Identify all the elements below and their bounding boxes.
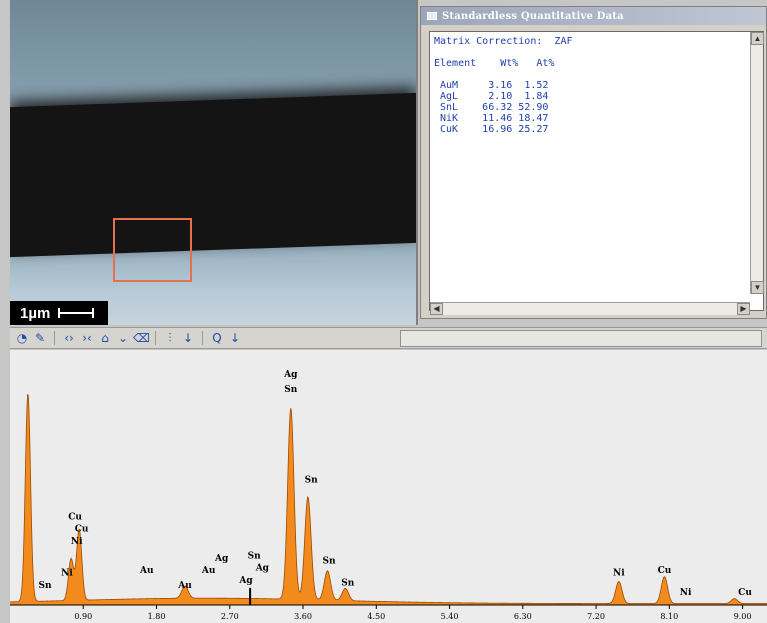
contract-icon[interactable]: ›‹	[82, 331, 92, 345]
arrow-down-icon[interactable]: ↓	[229, 331, 241, 345]
x-tick-label: 4.50	[367, 612, 385, 621]
matrix-label: Matrix Correction:	[434, 36, 543, 47]
result-at: 1.52	[512, 80, 549, 91]
peak-label: Au	[177, 581, 192, 591]
peak-label: Au	[201, 566, 216, 576]
x-tick-label: 3.60	[294, 612, 312, 621]
result-wt: 16.96	[458, 124, 513, 135]
sem-image: 1µm	[10, 0, 418, 325]
result-element: NiK	[434, 113, 459, 124]
peak-label: Sn	[38, 581, 51, 591]
result-element: AuM	[434, 80, 459, 91]
quant-window-title: Standardless Quantitative Data	[442, 10, 624, 22]
spectrum-chart: 0.90 1.80 2.70 3.60 4.50 5.40 6.30 7.20 8.10 9.00…	[10, 370, 767, 621]
matrix-line: Matrix Correction: ZAF	[434, 36, 759, 47]
result-at: 52.90	[512, 102, 549, 113]
scale-bar-line	[58, 308, 95, 318]
result-row: SnL 66.32 52.90	[434, 102, 759, 113]
result-wt: 66.32	[458, 102, 513, 113]
sem-layer-dark	[10, 92, 416, 258]
arrow-down-icon[interactable]: ↓	[182, 331, 194, 345]
peak-label: Ag	[214, 554, 229, 564]
scale-bar: 1µm	[10, 301, 108, 325]
result-at: 25.27	[512, 124, 549, 135]
result-element: AgL	[434, 91, 459, 102]
peak-down-icon[interactable]: ⌄	[117, 331, 129, 345]
table-header: Element Wt% At%	[434, 58, 759, 69]
result-row: NiK 11.46 18.47	[434, 113, 759, 124]
spectrum-toolbar: ◔ ✎ ‹› ›‹ ⌂ ⌄ ⌫ ⫶ ↓ Q ↓	[10, 327, 767, 349]
toolbar-separator	[202, 331, 203, 345]
toolbar-separator	[155, 331, 156, 345]
x-tick-label: 5.40	[441, 612, 459, 621]
peak-label: Au	[139, 566, 154, 576]
brush-icon[interactable]: ✎	[34, 331, 46, 345]
toolbar-separator	[54, 331, 55, 345]
result-row: CuK 16.96 25.27	[434, 124, 759, 135]
scroll-up-icon[interactable]: ▲	[751, 32, 764, 45]
peak-label: Ni	[680, 588, 692, 598]
peak-label: Cu	[738, 588, 752, 598]
result-at: 1.84	[512, 91, 549, 102]
peak-label: Ag	[255, 564, 270, 574]
peak-label: Ni	[71, 537, 83, 547]
quant-results-text[interactable]: Matrix Correction: ZAF Element Wt% At% A…	[429, 31, 764, 311]
zoom-icon[interactable]: Q	[212, 331, 222, 345]
x-tick-label: 1.80	[148, 612, 166, 621]
peak-label: Sn	[323, 556, 336, 566]
result-wt: 3.16	[458, 80, 513, 91]
quant-data-window: Standardless Quantitative Data Matrix Co…	[420, 6, 767, 319]
peak-label: Sn	[305, 476, 318, 486]
spectrum-area	[10, 394, 767, 605]
horizontal-scrollbar[interactable]: ◀ ▶	[430, 302, 750, 315]
quant-titlebar[interactable]: Standardless Quantitative Data	[421, 7, 766, 25]
col-wt: Wt%	[500, 58, 519, 69]
result-element: SnL	[434, 102, 459, 113]
col-at: At%	[536, 58, 555, 69]
col-element: Element	[434, 58, 477, 69]
x-tick-label: 9.00	[734, 612, 752, 621]
peak-label: Ni	[61, 569, 73, 579]
spectrum-line	[10, 394, 767, 604]
roi-rectangle[interactable]	[113, 218, 192, 282]
window-icon	[427, 12, 437, 20]
status-field	[400, 330, 762, 347]
peak-label: Sn	[341, 578, 354, 588]
x-tick-label: 6.30	[514, 612, 532, 621]
scroll-left-icon[interactable]: ◀	[430, 303, 443, 315]
peak-label: Sn	[284, 385, 297, 395]
result-wt: 11.46	[458, 113, 513, 124]
peak-label: Cu	[658, 566, 672, 576]
result-row: AuM 3.16 1.52	[434, 80, 759, 91]
peak-label: Cu	[75, 525, 89, 535]
acquire-icon[interactable]: ◔	[16, 331, 28, 345]
result-at: 18.47	[512, 113, 549, 124]
result-element: CuK	[434, 124, 459, 135]
vertical-scrollbar[interactable]: ▲ ▼	[750, 32, 764, 294]
sem-layer-top	[10, 0, 416, 110]
peak-label: Sn	[248, 551, 261, 561]
x-tick-label: 0.90	[74, 612, 92, 621]
results-rows: AuM 3.16 1.52 AgL 2.10 1.84 SnL 66.32 52…	[434, 80, 759, 135]
matrix-value: ZAF	[554, 36, 573, 47]
result-row: AgL 2.10 1.84	[434, 91, 759, 102]
peak-up-icon[interactable]: ⌂	[101, 331, 109, 345]
x-tick-label: 7.20	[587, 612, 605, 621]
x-tick-label: 8.10	[660, 612, 678, 621]
peak-label: Cu	[68, 512, 82, 522]
peak-label: Ag	[238, 576, 253, 586]
result-wt: 2.10	[458, 91, 513, 102]
scale-bar-label: 1µm	[20, 304, 51, 322]
marker-icon[interactable]: ⫶	[168, 331, 172, 345]
expand-icon[interactable]: ‹›	[64, 331, 74, 345]
scroll-right-icon[interactable]: ▶	[737, 303, 750, 315]
clear-icon[interactable]: ⌫	[133, 331, 150, 345]
peak-label: Ni	[613, 569, 625, 579]
x-tick-label: 2.70	[221, 612, 239, 621]
eds-spectrum: 0.90 1.80 2.70 3.60 4.50 5.40 6.30 7.20 8.10 9.00…	[10, 350, 767, 623]
scroll-down-icon[interactable]: ▼	[751, 281, 764, 294]
peak-label: Ag	[283, 370, 298, 380]
